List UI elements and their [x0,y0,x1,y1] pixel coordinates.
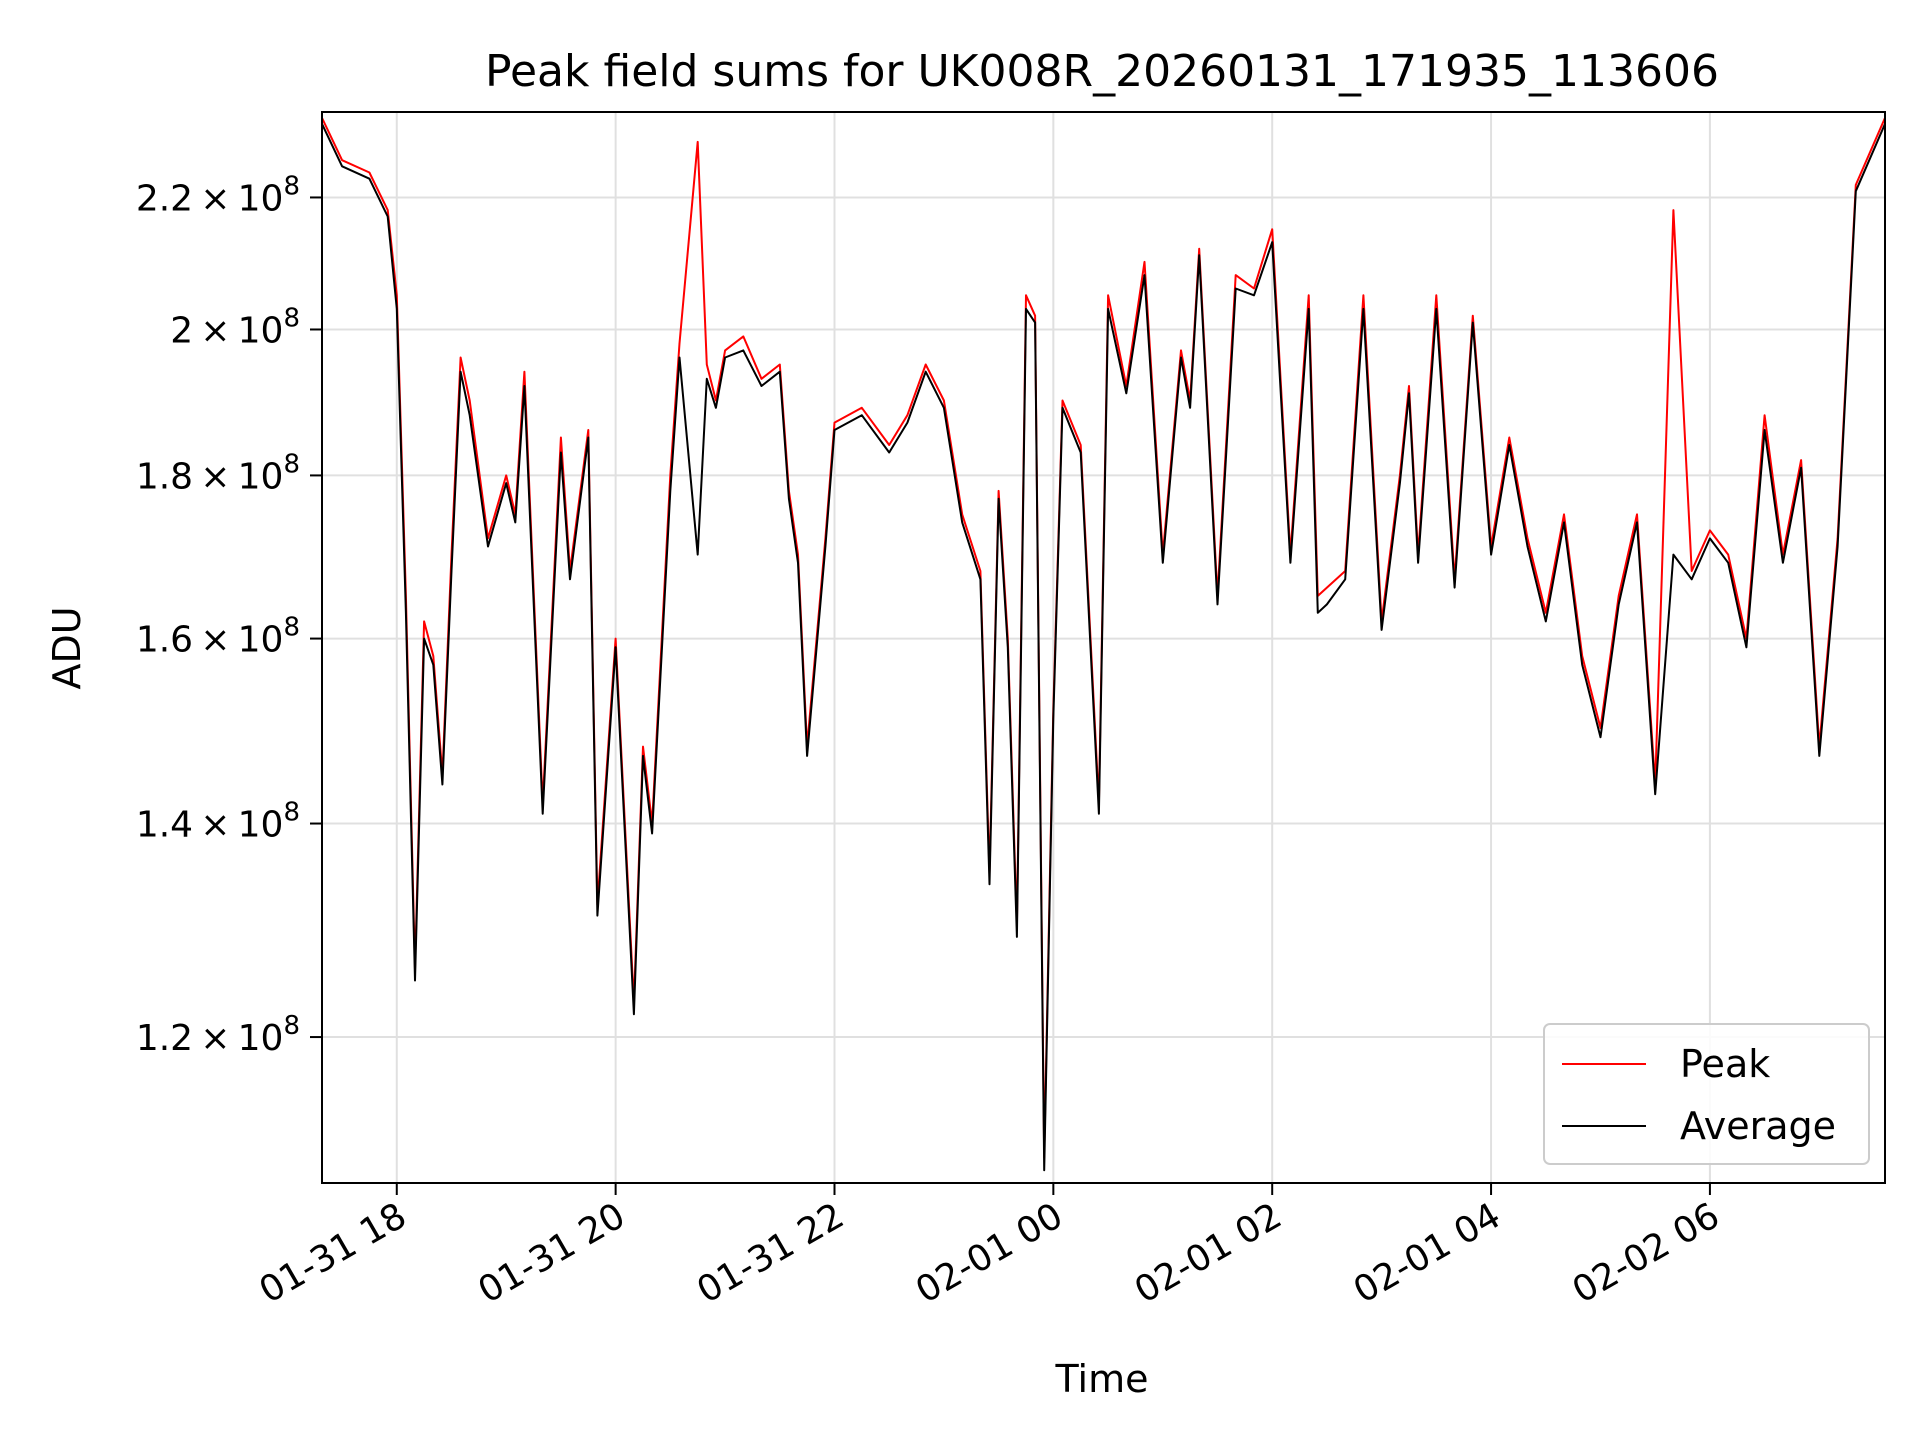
plot-frame [321,111,1886,1184]
y-tick-exponent: 8 [283,1011,300,1041]
plot-area [322,117,1885,1172]
y-tick-times: × 10 [193,805,283,846]
y-tick-times: × 10 [193,178,283,219]
y-tick-exponent: 8 [283,798,300,828]
y-tick-times: × 10 [193,456,283,497]
legend-label-average: Average [1680,1104,1836,1148]
y-tick-mantissa: 1.6 [136,620,193,661]
y-tick-exponent: 8 [283,449,300,479]
y-tick-label: 2.2 × 108 [136,171,300,219]
y-tick-times: × 10 [193,310,283,351]
y-tick-exponent: 8 [283,613,300,643]
y-tick-exponent: 8 [283,171,300,201]
y-tick-label: 1.4 × 108 [136,798,300,846]
series-line-average [322,123,1885,1172]
y-tick-label: 2 × 108 [170,303,300,351]
chart-title: Peak field sums for UK008R_20260131_1719… [485,46,1719,97]
y-tick-exponent: 8 [283,303,300,333]
legend-label-peak: Peak [1680,1042,1770,1086]
y-tick-mantissa: 1.8 [136,456,193,497]
legend: Peak Average [1543,1023,1870,1165]
y-tick-times: × 10 [193,620,283,661]
legend-box [1543,1023,1870,1165]
y-tick-label: 1.8 × 108 [136,449,300,497]
y-tick-mantissa: 1.4 [136,805,193,846]
y-tick-times: × 10 [193,1018,283,1059]
y-tick-label: 1.6 × 108 [136,613,300,661]
y-tick-mantissa: 1.2 [136,1018,193,1059]
y-axis-title: ADU [45,606,89,689]
y-tick-mantissa: 2.2 [136,178,193,219]
y-tick-label: 1.2 × 108 [136,1011,300,1059]
x-axis-title: Time [1055,1357,1149,1401]
y-tick-mantissa: 2 [170,310,193,351]
